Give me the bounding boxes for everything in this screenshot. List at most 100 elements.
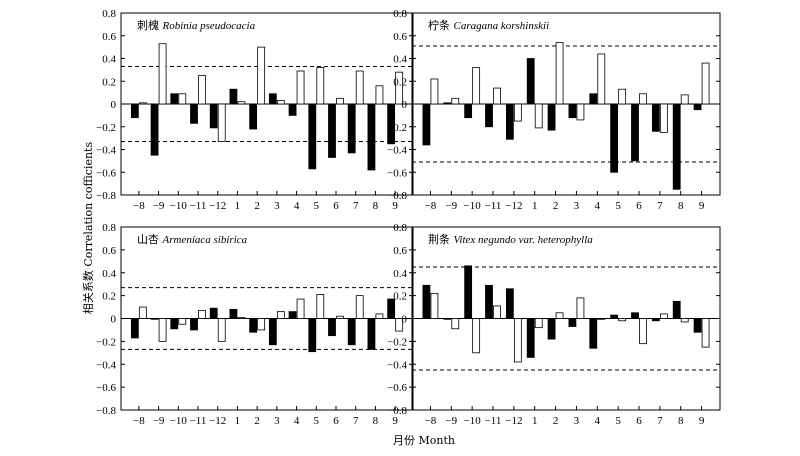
y-tick-label: 0.6 (102, 31, 116, 43)
bar-white (316, 67, 325, 105)
bar-white (178, 318, 187, 325)
x-tick-label: −10 (464, 200, 482, 212)
x-tick-label: 6 (636, 415, 642, 427)
x-tick-label: 8 (678, 415, 684, 427)
bar-white (639, 93, 647, 105)
bar-black (190, 318, 198, 331)
bar-white (217, 103, 226, 142)
panel-title-latin: Vitex negundo var. heterophylla (454, 234, 594, 246)
x-tick-label: −12 (209, 200, 226, 212)
bar-black (170, 93, 179, 105)
bar-black (387, 103, 396, 145)
bar-white (355, 295, 364, 319)
y-tick-label: 0.2 (102, 291, 116, 303)
x-tick-label: 9 (699, 200, 705, 212)
bar-white (276, 100, 285, 105)
bar-black (672, 300, 681, 319)
bar-white (513, 103, 522, 122)
y-tick-label: −0.6 (96, 167, 116, 179)
x-tick-label: 2 (254, 415, 260, 427)
x-tick-label: 8 (678, 200, 684, 212)
bar-white (355, 70, 364, 105)
y-tick-label: 0.8 (102, 222, 116, 234)
bar-white (680, 94, 689, 105)
y-tick-label: 0.2 (393, 76, 407, 88)
bar-white (597, 53, 606, 105)
chart-panel-4: −0.8 −0.6 −0.4 −0.2 0 0.2 0.4 0.6 0.8 −8 −9 −10 −11−… (387, 222, 721, 427)
bar-black (170, 318, 179, 330)
bar-white (257, 318, 266, 331)
y-tick-label: 0.4 (393, 268, 407, 280)
bar-white (618, 88, 627, 105)
bar-white (597, 318, 606, 320)
bar-black (505, 103, 514, 140)
bar-black (631, 103, 639, 162)
x-tick-label: −11 (190, 415, 207, 427)
x-tick-label: −12 (505, 415, 522, 427)
y-tick-label: −0.2 (96, 336, 116, 348)
bar-white (701, 62, 710, 105)
bar-white (237, 316, 246, 319)
chart-panel-1: −0.8−0.6−0.4−0.200.20.40.60.8−8 −9 −10 −11−… (96, 8, 414, 212)
x-tick-label: −8 (425, 415, 437, 427)
y-tick-label: 0.8 (393, 8, 407, 20)
bar-black (610, 314, 619, 319)
bar-black (631, 312, 639, 319)
bar-black (526, 318, 535, 358)
bar-black (526, 58, 535, 105)
x-tick-label: −8 (133, 200, 145, 212)
y-tick-label: −0.8 (96, 405, 116, 417)
x-tick-label: 7 (657, 415, 663, 427)
panel-title-latin: Robinia pseudocacia (162, 20, 256, 32)
y-tick-label: −0.2 (387, 336, 407, 348)
bar-black (308, 103, 317, 170)
bar-white (395, 318, 404, 332)
x-tick-label: 9 (699, 415, 705, 427)
y-tick-label: −0.8 (96, 190, 116, 202)
x-tick-label: 8 (373, 200, 379, 212)
bar-black (568, 103, 577, 119)
y-tick-label: 0.8 (393, 222, 407, 234)
bar-white (375, 313, 384, 319)
x-tick-label: 1 (532, 200, 538, 212)
x-tick-label: 5 (615, 415, 621, 427)
x-tick-label: 1 (532, 415, 538, 427)
panels-group: −0.8−0.6−0.4−0.200.20.40.60.8−8 −9 −10 −11−… (96, 8, 721, 427)
bar-black (367, 318, 376, 350)
x-tick-label: 3 (574, 415, 580, 427)
bar-black (288, 103, 297, 116)
x-tick-label: −11 (190, 200, 207, 212)
bar-black (328, 318, 336, 337)
bar-black (288, 311, 297, 319)
bar-white (375, 85, 384, 105)
panel-title: 山杏 Armeniaca sibirica (137, 233, 248, 246)
y-tick-label: −0.8 (387, 190, 407, 202)
y-axis-label: 相关系数 Correlation cofficients (81, 142, 95, 315)
y-tick-label: −0.4 (96, 359, 116, 371)
bar-white (336, 97, 344, 105)
bar-black (485, 284, 493, 319)
bar-white (257, 46, 266, 105)
y-tick-label: 0 (111, 99, 117, 111)
x-tick-label: 9 (392, 415, 398, 427)
panel-title-chinese: 柠条 (428, 18, 454, 32)
x-tick-label: 1 (235, 415, 241, 427)
chart-panel-3: −0.8−0.6−0.4−0.200.20.40.60.8−8 −9 −10 −11−… (96, 222, 414, 427)
bar-white (472, 318, 481, 354)
panel-title-chinese: 荆条 (428, 232, 454, 246)
bar-white (555, 312, 564, 319)
y-tick-label: 0.6 (393, 31, 407, 43)
y-tick-label: 0.6 (102, 245, 116, 257)
bar-black (130, 318, 139, 339)
bar-black (268, 93, 277, 105)
bar-black (387, 298, 396, 319)
x-tick-label: 7 (353, 200, 359, 212)
x-tick-label: −11 (485, 200, 502, 212)
bar-black (130, 103, 139, 119)
bar-black (464, 265, 473, 319)
y-tick-label: −0.4 (96, 145, 116, 157)
bar-black (485, 103, 493, 128)
bar-black (651, 103, 660, 132)
bar-black (443, 318, 452, 320)
